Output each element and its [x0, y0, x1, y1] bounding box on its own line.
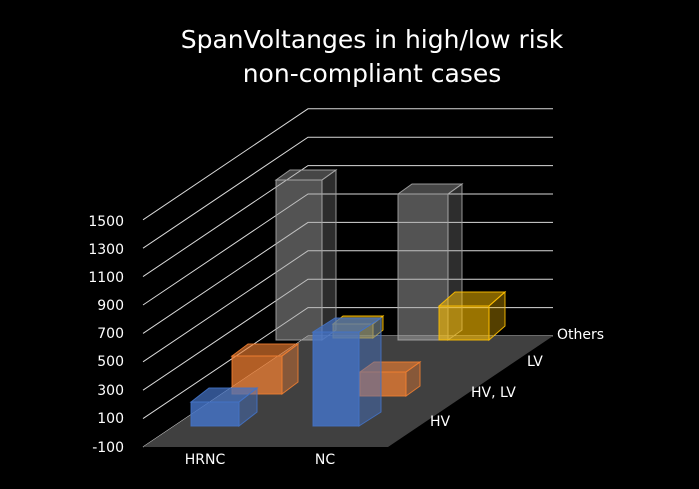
gridline [142, 136, 553, 249]
bar-front-face [190, 401, 240, 427]
chart-title-line-1: SpanVoltanges in high/low risk [181, 25, 564, 54]
bar [189, 386, 259, 428]
y-tick-label: 1100 [88, 270, 124, 286]
chart-title-line-2: non-compliant cases [243, 59, 502, 88]
bar-side-face [358, 317, 382, 427]
bar [358, 361, 422, 397]
x-category-labels: HRNC NC [185, 452, 336, 468]
x-category-label: HRNC [185, 452, 226, 468]
gridline [142, 165, 553, 278]
bar [274, 169, 338, 341]
y-tick-label: 300 [97, 383, 124, 399]
bar-front-face [438, 305, 490, 341]
bar-side-face [321, 169, 337, 341]
y-tick-label: 1300 [88, 242, 124, 258]
y-tick-label: 900 [97, 298, 124, 314]
y-tick-label: 700 [97, 326, 124, 342]
bar [230, 343, 300, 395]
bar [437, 290, 507, 342]
depth-label: Others [557, 327, 604, 343]
y-tick-labels: 1500 1300 1100 900 700 500 300 100 -100 [88, 214, 124, 456]
bars [189, 169, 507, 428]
bar-front-face [359, 371, 407, 397]
bar [311, 317, 383, 427]
y-tick-label: 500 [97, 354, 124, 370]
gridline [142, 108, 553, 221]
y-tick-label: -100 [92, 440, 124, 456]
depth-label: LV [527, 354, 543, 370]
x-category-label: NC [315, 452, 335, 468]
y-tick-label: 100 [97, 411, 124, 427]
bar-front-face [312, 331, 360, 427]
depth-label: HV [430, 414, 451, 430]
gridline [142, 193, 553, 306]
depth-axis-labels: Others LV HV, LV HV [430, 327, 604, 430]
bar-front-face [275, 179, 323, 341]
y-tick-label: 1500 [88, 214, 124, 230]
bar-front-face [397, 193, 449, 341]
depth-label: HV, LV [471, 385, 516, 401]
